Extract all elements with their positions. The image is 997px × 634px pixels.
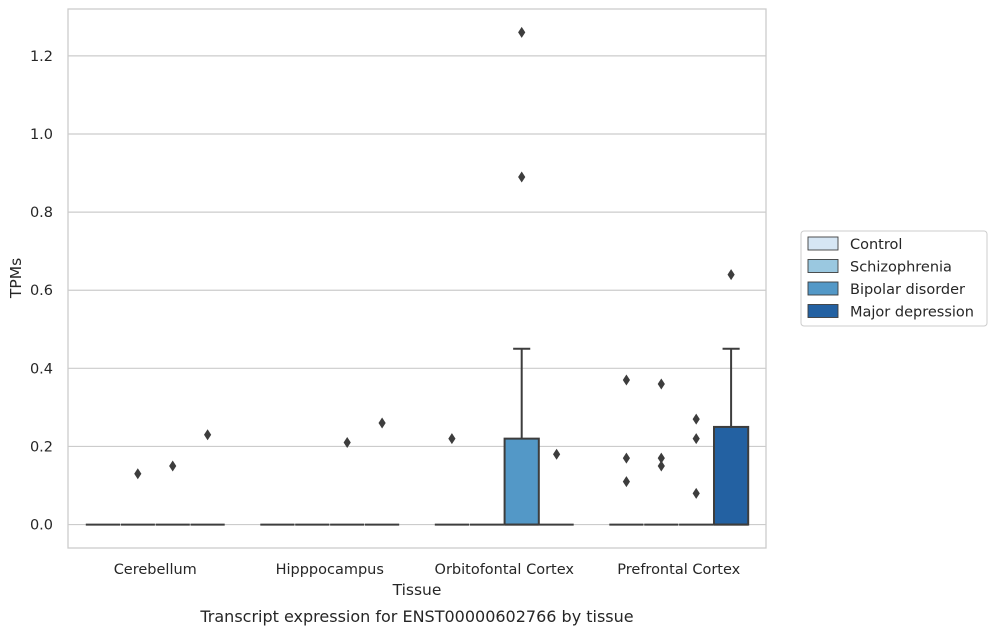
box-bipolar-disorder	[679, 413, 714, 526]
y-tick-label: 0.0	[30, 518, 53, 534]
box-major-depression	[712, 269, 750, 526]
outlier-point	[692, 487, 700, 499]
plot-area-border	[67, 8, 767, 549]
plot-area-background	[68, 9, 766, 548]
y-tick-label: 1.0	[30, 127, 53, 143]
x-tick-label: Cerebellum	[114, 562, 197, 578]
outlier-point	[692, 413, 700, 425]
outlier-point	[204, 429, 212, 441]
legend-swatch	[807, 281, 839, 296]
outlier-point	[518, 26, 526, 38]
outlier-point	[692, 433, 700, 445]
outlier-point	[518, 171, 526, 183]
legend-swatch	[807, 304, 839, 318]
y-tick-label: 1.2	[30, 49, 53, 65]
outlier-point	[553, 448, 561, 460]
y-tick-label: 0.4	[30, 361, 53, 377]
box-bipolar-disorder	[155, 460, 190, 526]
legend-label: Schizophrenia	[850, 260, 952, 276]
legend-label: Control	[850, 237, 902, 253]
box-major-depression	[364, 417, 400, 526]
outlier-point	[657, 452, 665, 464]
box-schizophrenia	[644, 378, 679, 526]
box-bipolar-disorder	[330, 437, 365, 526]
outlier-point	[622, 374, 630, 386]
y-tick-label: 0.8	[30, 205, 53, 221]
box-body	[503, 437, 540, 526]
outlier-point	[622, 476, 630, 488]
box-body	[712, 425, 750, 526]
legend: Control Schizophrenia Bipolar disorder Majo…	[800, 230, 988, 327]
outlier-point	[622, 452, 630, 464]
box-major-depression	[190, 429, 225, 526]
box-control	[434, 433, 470, 526]
outlier-point	[343, 437, 351, 449]
legend-label: Bipolar disorder	[850, 282, 965, 298]
outlier-point	[657, 378, 665, 390]
outlier-point	[448, 433, 456, 445]
x-tick-label: Prefrontal Cortex	[617, 562, 740, 578]
outlier-point	[378, 417, 386, 429]
legend-swatch	[807, 236, 839, 251]
box-major-depression	[539, 448, 574, 526]
y-tick-labels: 0.0 0.2 0.4 0.6 0.8 1.0 1.2	[30, 49, 53, 534]
box-bipolar-disorder	[503, 26, 540, 526]
y-axis-title: TPMs	[7, 258, 25, 299]
box-layer	[85, 26, 750, 526]
x-axis-title: Tissue	[392, 581, 442, 599]
box-control	[609, 374, 644, 526]
outlier-point	[727, 269, 735, 281]
legend-frame	[800, 230, 988, 327]
x-tick-labels: Cerebellum Hipppocampus Orbitofontal Corte…	[114, 562, 741, 578]
chart-caption: Transcript expression for ENST0000060276…	[199, 607, 633, 626]
legend-swatch	[807, 259, 839, 273]
x-tick-label: Orbitofontal Cortex	[435, 562, 575, 578]
outlier-point	[134, 468, 142, 480]
outlier-point	[169, 460, 177, 472]
legend-label: Major depression	[850, 305, 974, 321]
y-tick-label: 0.2	[30, 439, 53, 455]
y-tick-label: 0.6	[30, 283, 53, 299]
x-tick-label: Hipppocampus	[276, 562, 384, 578]
legend-items: Control Schizophrenia Bipolar disorder Majo…	[807, 236, 974, 321]
outlier-point	[657, 460, 665, 472]
box-schizophrenia	[120, 468, 155, 526]
